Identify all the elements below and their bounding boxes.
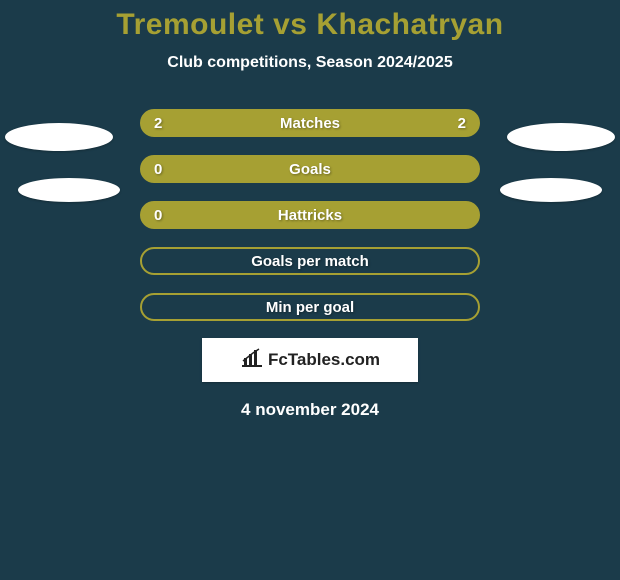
stat-bar-goals: 0 Goals <box>140 155 480 183</box>
stat-value-left: 0 <box>154 161 162 178</box>
brand-text: FcTables.com <box>268 350 380 370</box>
stat-value-left: 2 <box>154 115 162 132</box>
stat-bar-min-per-goal: Min per goal <box>140 293 480 321</box>
stat-bar-goals-per-match: Goals per match <box>140 247 480 275</box>
stat-label: Min per goal <box>266 299 354 316</box>
stat-value-right: 2 <box>458 115 466 132</box>
stat-row-goals-per-match: Goals per match <box>0 238 620 284</box>
stat-row-matches: 2 Matches 2 <box>0 100 620 146</box>
stat-rows: 2 Matches 2 0 Goals 0 Hattricks Goals pe… <box>0 100 620 330</box>
stat-bar-hattricks: 0 Hattricks <box>140 201 480 229</box>
stat-label: Hattricks <box>278 207 342 224</box>
stat-label: Matches <box>280 115 340 132</box>
stat-row-min-per-goal: Min per goal <box>0 284 620 330</box>
infographic-container: Tremoulet vs Khachatryan Club competitio… <box>0 0 620 580</box>
stat-value-left: 0 <box>154 207 162 224</box>
stat-row-hattricks: 0 Hattricks <box>0 192 620 238</box>
stat-label: Goals <box>289 161 331 178</box>
comparison-title: Tremoulet vs Khachatryan <box>0 8 620 42</box>
stat-bar-matches: 2 Matches 2 <box>140 109 480 137</box>
stat-row-goals: 0 Goals <box>0 146 620 192</box>
stat-label: Goals per match <box>251 253 369 270</box>
brand-box: FcTables.com <box>202 338 418 382</box>
bar-chart-icon <box>240 348 264 373</box>
date-text: 4 november 2024 <box>0 400 620 420</box>
comparison-subtitle: Club competitions, Season 2024/2025 <box>0 54 620 72</box>
